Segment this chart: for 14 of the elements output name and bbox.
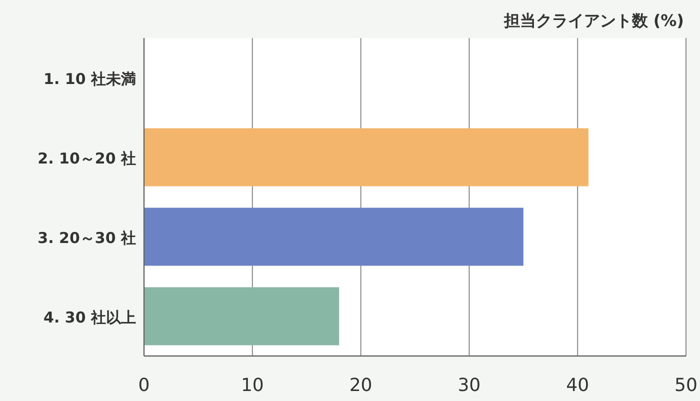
x-tick-label: 50 <box>674 375 698 396</box>
y-tick-label: 3. 20～30 社 <box>38 228 136 247</box>
y-tick-label: 1. 10 社未満 <box>44 70 136 88</box>
x-axis-title: 担当クライアント数 (%) <box>502 11 684 30</box>
x-tick-label: 40 <box>566 375 590 396</box>
bar <box>144 208 524 266</box>
x-tick-label: 30 <box>458 375 481 396</box>
y-tick-label: 2. 10～20 社 <box>38 149 136 168</box>
x-tick-label: 0 <box>138 375 150 396</box>
x-tick-label: 10 <box>240 375 264 396</box>
bar <box>144 287 340 346</box>
x-tick-label: 20 <box>349 375 372 396</box>
bar <box>144 128 588 186</box>
y-tick-label: 4. 30 社以上 <box>44 308 136 326</box>
